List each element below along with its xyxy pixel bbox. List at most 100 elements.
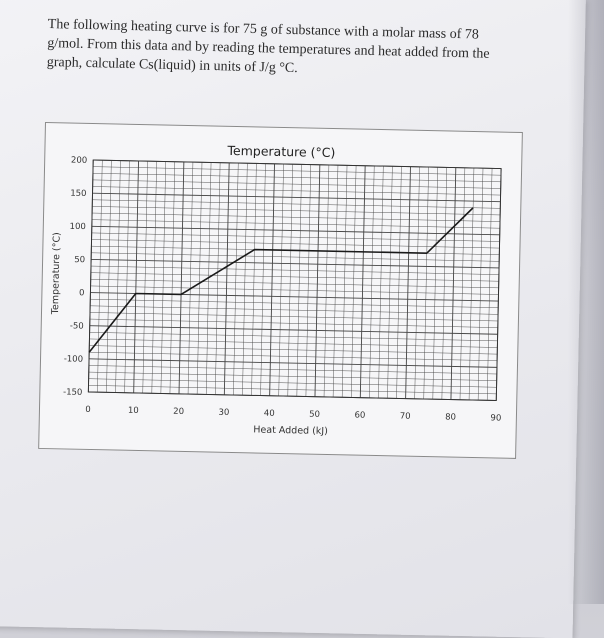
series-layer <box>88 207 474 353</box>
question-text: The following heating curve is for 75 g … <box>46 16 490 77</box>
y-tick-label: 0 <box>79 288 85 298</box>
x-axis-label: Heat Added (kJ) <box>253 424 328 437</box>
y-tick-label: 200 <box>71 156 87 166</box>
grid-line-minor <box>90 272 499 282</box>
grid-line-minor <box>396 166 402 399</box>
chart-frame: Temperature (°C) 200 150 100 50 0 -50 -100 -150… <box>38 122 523 459</box>
grid-line-minor <box>88 385 497 395</box>
grid-line-minor <box>88 378 497 388</box>
grid-line-minor <box>92 186 501 196</box>
grid-line-minor <box>92 179 501 189</box>
grid-line-minor <box>90 279 499 289</box>
grid-line-minor <box>90 298 499 308</box>
y-tick-label: 150 <box>70 189 86 199</box>
grid-line-minor <box>91 219 500 229</box>
grid-line-minor <box>423 167 429 399</box>
x-tick-labels: 0 10 20 30 40 50 60 70 80 90 <box>85 405 501 424</box>
y-axis-label: Temperature (°C) <box>50 232 63 315</box>
grid-line-minor <box>387 166 393 399</box>
grid-line-minor <box>441 167 447 400</box>
grid-line-minor <box>115 160 121 393</box>
grid-line-minor <box>106 160 112 393</box>
grid-line-minor <box>124 160 130 393</box>
plot-border <box>87 159 502 402</box>
grid-line-major <box>178 161 185 394</box>
chart-title: Temperature (°C) <box>226 143 335 160</box>
grid-line-minor <box>169 161 176 394</box>
grid-line-major <box>269 163 275 396</box>
grid-line-minor <box>305 164 311 397</box>
x-tick-label: 80 <box>445 412 456 422</box>
grid-line-minor <box>323 164 330 397</box>
x-tick-label: 10 <box>128 406 139 416</box>
grid-line-major <box>89 325 498 335</box>
grid-line-major <box>91 258 500 269</box>
grid-line-minor <box>92 173 501 183</box>
grid-line-minor <box>88 371 497 381</box>
grid-line-minor <box>89 338 498 348</box>
x-tick-label: 40 <box>264 409 275 419</box>
grid-line-minor <box>468 167 475 400</box>
grid-line-minor <box>287 164 293 397</box>
grid-line-major <box>405 166 411 399</box>
grid-line-minor <box>196 162 203 395</box>
grid-line-minor <box>92 206 501 216</box>
y-tick-label: -50 <box>70 321 84 331</box>
y-tick-labels: 200 150 100 50 0 -50 -100 -150 <box>63 156 87 398</box>
grid-line-minor <box>187 162 194 395</box>
grid-line-minor <box>332 165 339 398</box>
grid-line-minor <box>97 160 103 393</box>
grid-line-minor <box>260 163 266 396</box>
grid-line-minor <box>90 305 499 315</box>
grid-line-minor <box>378 166 384 399</box>
grid-line-major <box>133 160 139 393</box>
grid-line-minor <box>351 165 357 398</box>
grid-line-minor <box>242 163 248 396</box>
x-tick-label: 0 <box>85 405 91 415</box>
grid-line-minor <box>89 345 498 355</box>
x-tick-label: 50 <box>309 410 320 420</box>
grid-line-minor <box>477 168 484 401</box>
grid-line-minor <box>215 162 221 395</box>
grid-line-major <box>91 225 500 236</box>
grid-line-minor <box>142 161 148 394</box>
grid-line-minor <box>341 165 348 398</box>
grid-line-minor <box>486 168 493 401</box>
x-tick-label: 70 <box>400 411 411 421</box>
heating-curve-line <box>88 207 474 353</box>
grid-line-minor <box>233 163 239 396</box>
grid-line-minor <box>251 163 257 396</box>
grid-line-minor <box>93 166 501 176</box>
grid-line-minor <box>91 239 500 249</box>
x-tick-label: 30 <box>218 408 229 418</box>
x-tick-label: 90 <box>490 413 501 423</box>
grid-line-minor <box>278 164 284 396</box>
grid-line-minor <box>414 166 420 399</box>
grid-line-minor <box>92 199 501 209</box>
grid-line-minor <box>160 161 166 394</box>
chart-grid <box>87 159 502 402</box>
grid-line-minor <box>91 232 500 242</box>
x-tick-label: 60 <box>354 411 365 421</box>
grid-line-minor <box>91 252 500 262</box>
grid-line-major <box>359 165 366 398</box>
grid-line-minor <box>90 312 498 322</box>
heating-curve-chart: Temperature (°C) 200150100500-50-100-150… <box>50 143 502 437</box>
page-shadow <box>568 0 604 604</box>
grid-line-minor <box>90 285 499 295</box>
grid-line-minor <box>296 164 302 397</box>
grid-line-minor <box>89 332 498 342</box>
y-tick-label: -150 <box>63 387 83 397</box>
grid-line-minor <box>88 365 497 375</box>
grid-line-major <box>314 164 321 397</box>
grid-line-minor <box>432 167 438 400</box>
grid-line-major <box>223 162 230 395</box>
y-tick-label: 100 <box>69 222 85 232</box>
grid-line-major <box>92 192 501 203</box>
grid-line-major <box>450 167 457 400</box>
grid-line-minor <box>151 161 157 394</box>
grid-line-minor <box>89 318 498 328</box>
y-tick-label: -100 <box>64 354 84 364</box>
grid-line-minor <box>459 167 466 400</box>
grid-line-minor <box>369 165 375 398</box>
